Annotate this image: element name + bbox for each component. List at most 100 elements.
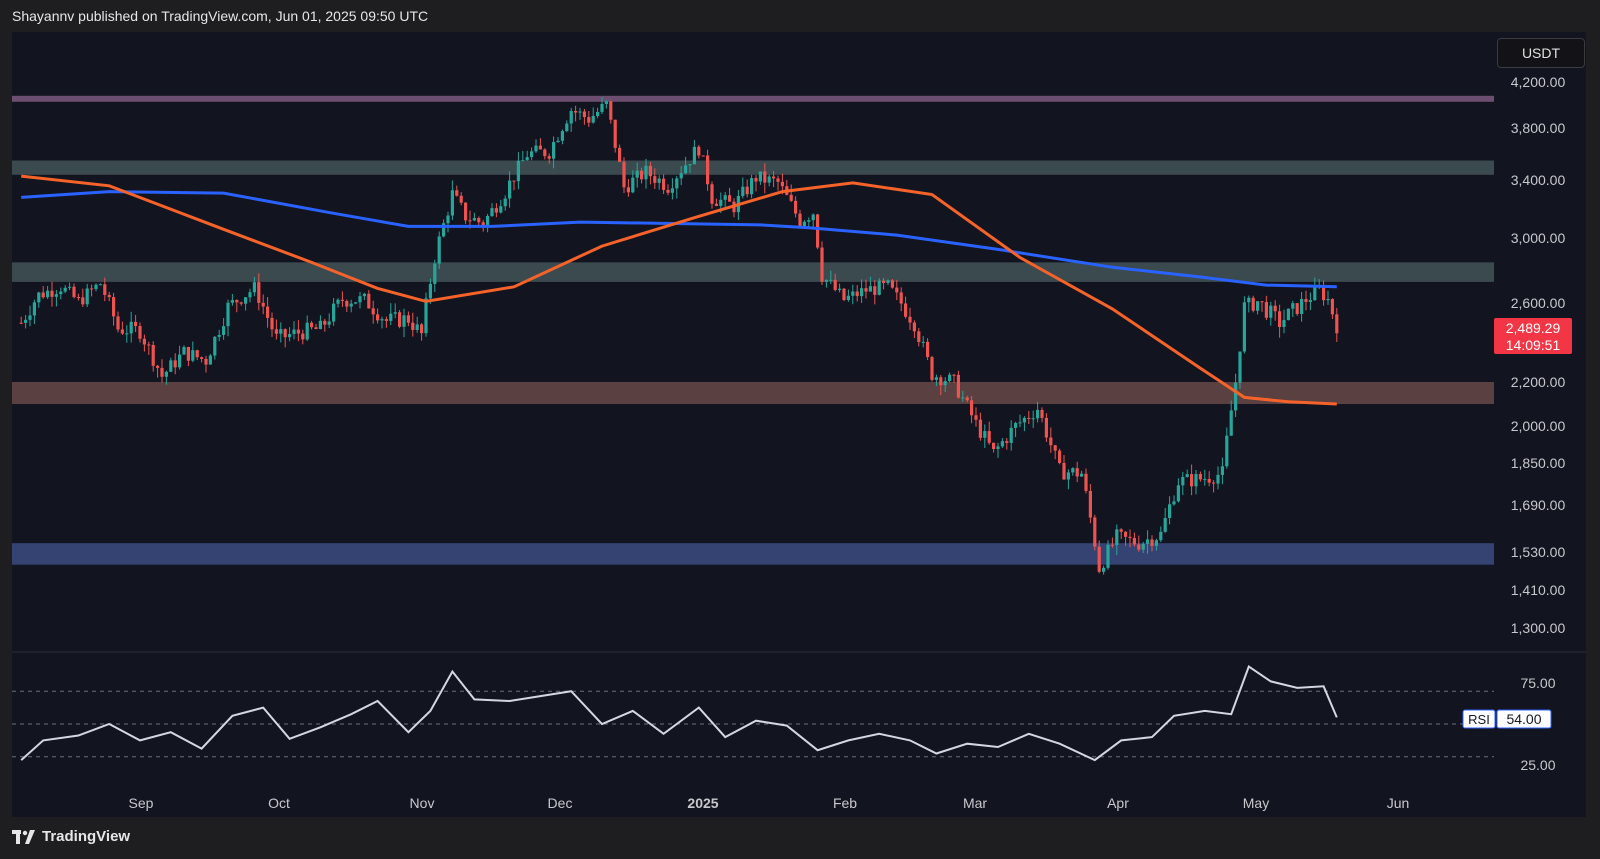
candle-body — [908, 316, 912, 323]
candle-body — [1119, 529, 1123, 532]
candle-body — [186, 347, 190, 361]
candle-body — [481, 222, 485, 227]
candle-body — [252, 282, 256, 293]
candle-body — [934, 377, 938, 380]
candle-body — [1000, 441, 1004, 447]
candle-body — [107, 294, 111, 298]
candle-body — [604, 101, 608, 104]
candle-body — [1273, 305, 1277, 312]
candle-body — [701, 155, 705, 157]
candle-body — [1058, 450, 1062, 463]
candle-body — [666, 189, 670, 193]
candle-body — [1238, 351, 1242, 383]
price-axis: 4,200.00 3,800.00 3,400.00 3,000.00 2,600.00… — [1511, 74, 1566, 636]
candle-body — [424, 298, 428, 334]
candle-body — [961, 397, 965, 399]
candle-body — [1066, 472, 1070, 480]
candle-body — [1326, 299, 1330, 301]
candle-body — [675, 178, 679, 189]
candle-body — [1049, 437, 1053, 446]
candles — [19, 96, 1339, 575]
candle-body — [1009, 427, 1013, 443]
candle-body — [939, 377, 943, 386]
candle-body — [226, 302, 230, 327]
candle-body — [380, 319, 384, 321]
brand-name: TradingView — [42, 828, 131, 845]
currency-label: USDT — [1521, 45, 1561, 61]
last-price-value: 2,489.29 — [1506, 320, 1561, 336]
currency-selector[interactable]: USDT — [1497, 38, 1585, 68]
candle-body — [1168, 504, 1172, 519]
candle-body — [842, 288, 846, 301]
candle-body — [1291, 303, 1295, 309]
candle-body — [631, 177, 635, 193]
time-tick: May — [1243, 795, 1269, 811]
candle-body — [565, 123, 569, 132]
candle-body — [1203, 478, 1207, 480]
candle-body — [1106, 544, 1110, 568]
candle-body — [1044, 417, 1048, 438]
candle-body — [455, 190, 459, 196]
candle-body — [560, 131, 564, 141]
candle-body — [235, 300, 239, 303]
candle-body — [76, 297, 80, 299]
candle-body — [1062, 462, 1066, 480]
candle-body — [90, 288, 94, 290]
candle-body — [371, 308, 375, 315]
candle-body — [283, 329, 287, 338]
candle-body — [305, 322, 309, 340]
candle-body — [609, 101, 613, 120]
candle-body — [420, 324, 424, 334]
price-tick: 3,800.00 — [1511, 120, 1566, 136]
candle-body — [1022, 417, 1026, 423]
candle-body — [1242, 302, 1246, 352]
candle-body — [552, 142, 556, 159]
candle-body — [160, 367, 164, 377]
candle-body — [952, 374, 956, 376]
candle-body — [789, 194, 793, 201]
candle-body — [912, 322, 916, 332]
candle-body — [1093, 517, 1097, 547]
candle-body — [1137, 544, 1141, 550]
rsi-tick: 75.00 — [1520, 675, 1555, 691]
candle-body — [820, 247, 824, 282]
candle-body — [1282, 320, 1286, 328]
candle-body — [261, 302, 265, 307]
candle-body — [248, 292, 252, 298]
candle-body — [204, 358, 208, 365]
candle-body — [169, 360, 173, 372]
candle-body — [208, 355, 212, 365]
candle-body — [494, 208, 498, 213]
candle-body — [670, 188, 674, 193]
candle-body — [173, 360, 177, 368]
zone-1 — [12, 160, 1494, 175]
candle-body — [217, 334, 221, 337]
last-price-label: 2,489.29 14:09:51 — [1494, 318, 1572, 354]
candle-body — [569, 110, 573, 124]
candle-body — [257, 282, 261, 303]
candle-body — [266, 306, 270, 318]
tradingview-logo-icon — [12, 829, 35, 844]
candle-body — [1172, 501, 1176, 505]
candle-body — [723, 195, 727, 200]
candle-body — [758, 171, 762, 182]
candle-body — [1247, 297, 1251, 303]
candle-body — [314, 327, 318, 329]
candle-body — [1088, 490, 1092, 518]
candle-body — [948, 374, 952, 382]
candle-body — [1313, 286, 1317, 301]
candle-body — [112, 297, 116, 317]
candle-body — [1159, 531, 1163, 541]
candle-body — [1163, 518, 1167, 532]
candle-body — [19, 322, 23, 324]
candle-body — [103, 284, 107, 295]
candle-body — [398, 312, 402, 327]
candle-body — [1256, 301, 1260, 311]
candle-body — [1053, 445, 1057, 451]
candle-body — [886, 280, 890, 284]
candle-body — [1220, 466, 1224, 475]
candle-body — [547, 156, 551, 159]
candle-body — [1102, 567, 1106, 572]
candle-body — [1132, 537, 1136, 545]
